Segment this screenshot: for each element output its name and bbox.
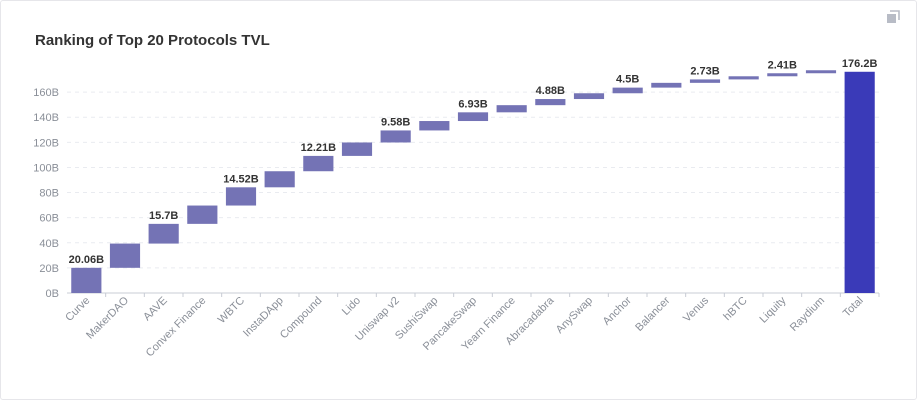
data-label: 6.93B xyxy=(458,98,487,110)
x-category-label: Lido xyxy=(340,295,363,318)
x-category-label: Anchor xyxy=(601,294,634,327)
y-tick-label: 140B xyxy=(33,112,59,124)
data-label: 4.88B xyxy=(536,85,565,97)
bar xyxy=(689,79,721,83)
bar xyxy=(805,70,837,74)
bar xyxy=(187,205,218,224)
x-category-label: AAVE xyxy=(141,295,170,324)
bar xyxy=(767,73,798,77)
bar xyxy=(380,130,411,143)
x-category-label: hBTC xyxy=(721,295,749,323)
data-label: 9.58B xyxy=(381,116,410,128)
expand-icon[interactable] xyxy=(886,10,900,24)
bar xyxy=(612,87,643,94)
bar xyxy=(148,223,179,244)
x-category-label: WBTC xyxy=(216,295,247,326)
x-category-label: Balancer xyxy=(633,294,672,333)
x-category-label: AnySwap xyxy=(554,295,595,336)
y-tick-label: 60B xyxy=(39,213,59,225)
x-category-label: Compound xyxy=(278,295,325,342)
x-category-label: Total xyxy=(841,295,866,320)
chart-title: Ranking of Top 20 Protocols TVL xyxy=(35,32,270,49)
bar xyxy=(71,267,102,293)
x-category-label: MakerDAO xyxy=(84,294,131,341)
x-category-label: Venus xyxy=(681,294,711,324)
data-label: 15.7B xyxy=(149,210,178,222)
bar xyxy=(496,105,527,113)
data-label: 12.21B xyxy=(301,142,337,154)
data-label: 2.41B xyxy=(768,59,797,71)
bar xyxy=(728,76,759,80)
bar xyxy=(303,155,334,172)
y-tick-label: 20B xyxy=(39,263,59,275)
data-label: 176.2B xyxy=(842,58,878,70)
bar xyxy=(419,121,450,131)
y-tick-label: 0B xyxy=(46,288,59,300)
bar xyxy=(535,99,566,106)
data-label: 14.52B xyxy=(223,173,259,185)
data-label: 2.73B xyxy=(690,65,719,77)
bar xyxy=(225,187,257,206)
x-category-label: Liquity xyxy=(757,294,788,325)
x-category-label: Raydium xyxy=(788,295,827,334)
y-tick-label: 120B xyxy=(33,137,59,149)
y-tick-label: 160B xyxy=(33,87,59,99)
bar xyxy=(341,142,373,156)
y-tick-label: 80B xyxy=(39,188,59,200)
y-tick-label: 100B xyxy=(33,162,59,174)
bar xyxy=(844,71,875,293)
x-category-label: Curve xyxy=(63,295,92,324)
bar xyxy=(457,112,489,122)
bar xyxy=(264,171,295,188)
bar xyxy=(109,243,141,268)
y-tick-label: 40B xyxy=(39,238,59,250)
bar xyxy=(573,93,605,100)
data-label: 4.5B xyxy=(616,74,639,86)
data-label: 20.06B xyxy=(69,254,105,266)
bar xyxy=(651,82,682,88)
